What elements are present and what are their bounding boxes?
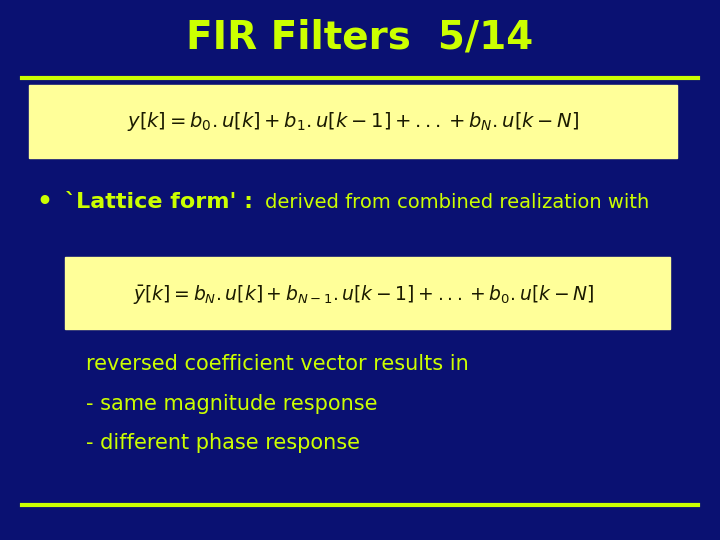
Text: FIR Filters  5/14: FIR Filters 5/14 — [186, 19, 534, 57]
FancyBboxPatch shape — [29, 85, 677, 158]
Text: - different phase response: - different phase response — [86, 433, 361, 454]
Text: derived from combined realization with: derived from combined realization with — [265, 193, 649, 212]
Text: `Lattice form' :: `Lattice form' : — [65, 192, 253, 213]
Text: $y[k] = b_0.u[k] + b_1.u[k-1] + ... + b_N.u[k-N]$: $y[k] = b_0.u[k] + b_1.u[k-1] + ... + b_… — [127, 110, 579, 133]
Text: reversed coefficient vector results in: reversed coefficient vector results in — [86, 354, 469, 375]
FancyBboxPatch shape — [65, 256, 670, 329]
Text: $\bar{y}[k] = b_N.u[k] + b_{N-1}.u[k-1] + ... + b_0.u[k-N]$: $\bar{y}[k] = b_N.u[k] + b_{N-1}.u[k-1] … — [133, 283, 594, 306]
Text: - same magnitude response: - same magnitude response — [86, 394, 378, 414]
Text: •: • — [36, 191, 52, 214]
